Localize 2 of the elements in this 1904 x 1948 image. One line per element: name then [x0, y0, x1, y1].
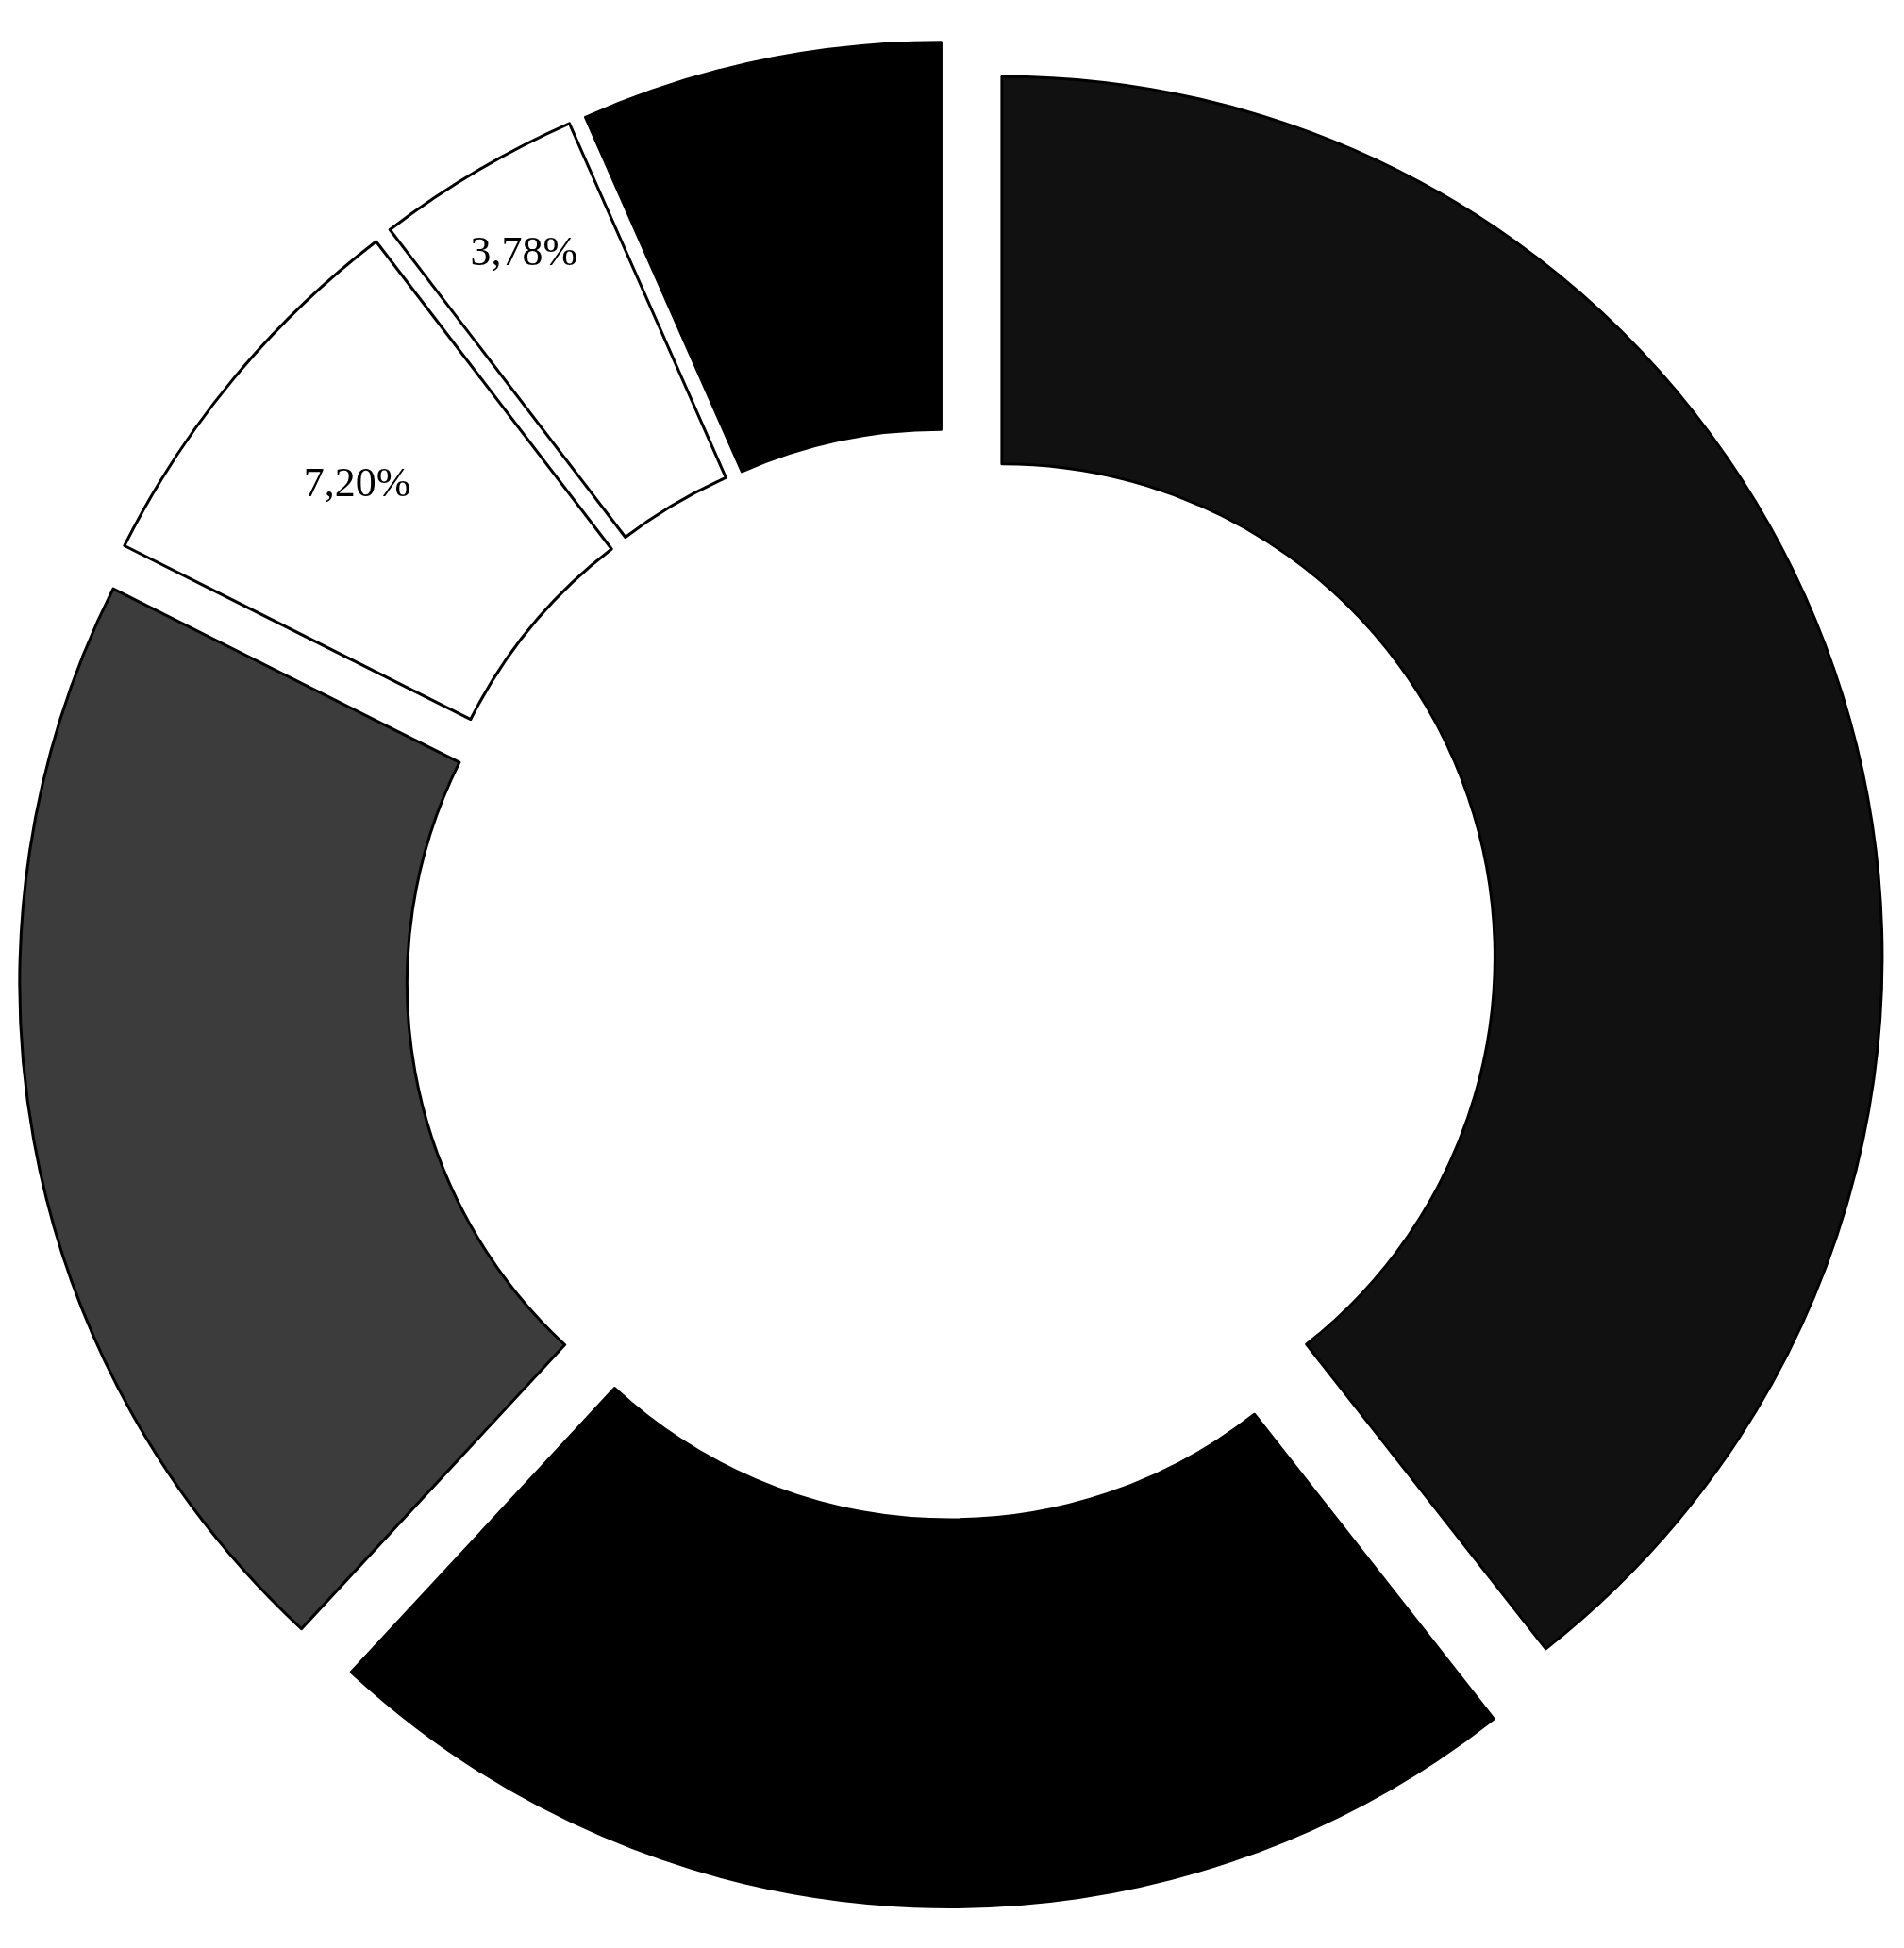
- data-label: 7,20%: [303, 458, 411, 506]
- data-label: 3,78%: [470, 228, 578, 275]
